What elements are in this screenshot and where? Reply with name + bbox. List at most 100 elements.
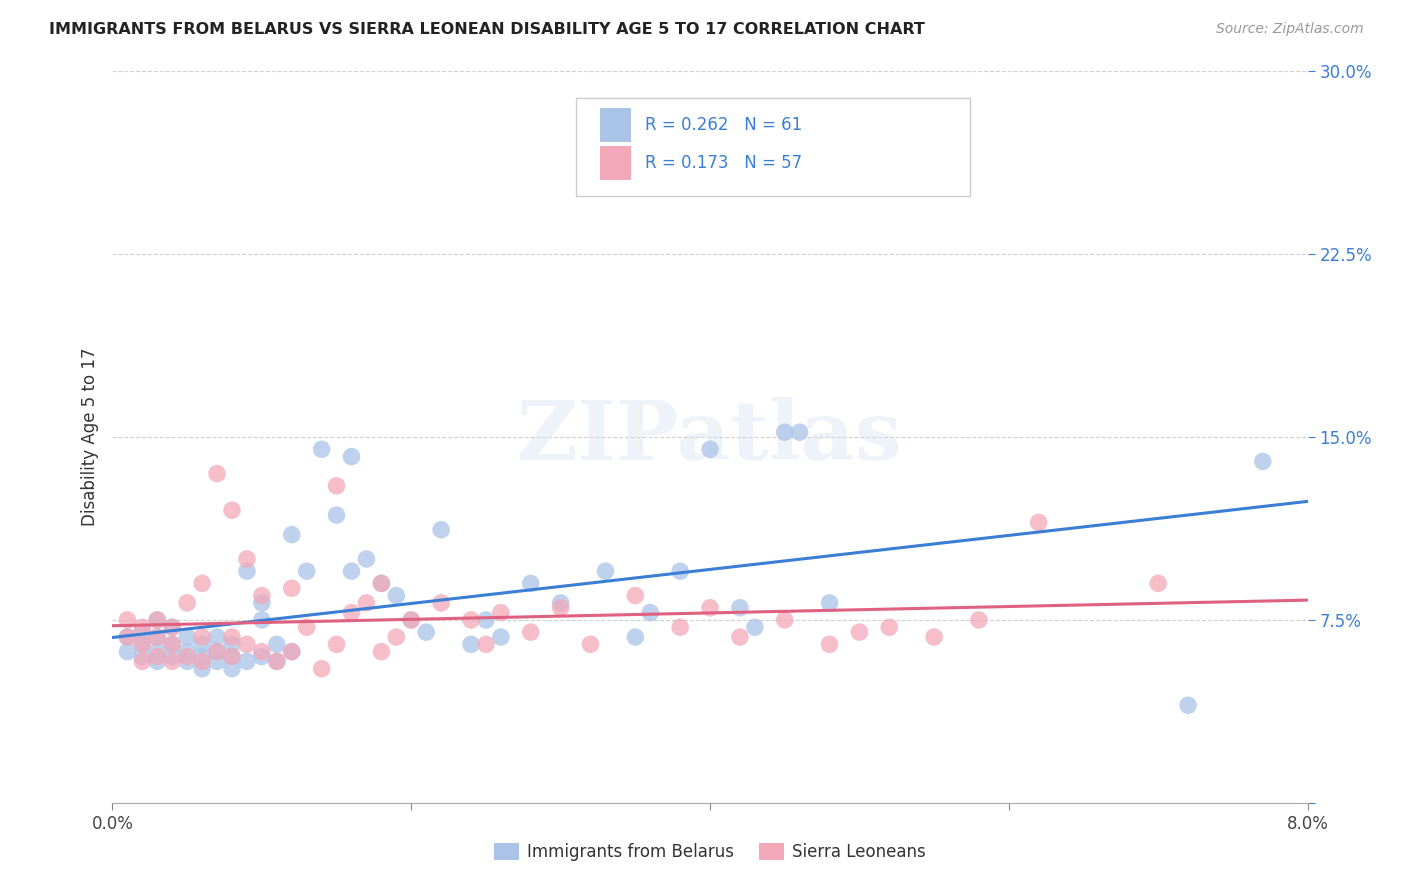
Point bbox=[236, 552, 259, 566]
Text: R = 0.173   N = 57: R = 0.173 N = 57 bbox=[645, 154, 803, 172]
Point bbox=[162, 620, 183, 634]
Point bbox=[131, 637, 153, 651]
Point bbox=[176, 654, 198, 668]
Point bbox=[176, 596, 198, 610]
Point bbox=[640, 606, 662, 620]
Point bbox=[356, 552, 378, 566]
Point bbox=[430, 596, 453, 610]
Point bbox=[489, 606, 512, 620]
Point bbox=[281, 645, 304, 659]
Point bbox=[370, 576, 392, 591]
Point bbox=[818, 596, 841, 610]
Point bbox=[162, 620, 183, 634]
Point bbox=[146, 649, 169, 664]
Point bbox=[728, 630, 751, 644]
Point bbox=[176, 649, 198, 664]
Point bbox=[728, 600, 751, 615]
Point bbox=[669, 620, 692, 634]
Text: IMMIGRANTS FROM BELARUS VS SIERRA LEONEAN DISABILITY AGE 5 TO 17 CORRELATION CHA: IMMIGRANTS FROM BELARUS VS SIERRA LEONEA… bbox=[49, 22, 925, 37]
Point bbox=[325, 637, 347, 651]
Point bbox=[295, 564, 318, 578]
Point bbox=[117, 613, 139, 627]
Point bbox=[205, 630, 228, 644]
Point bbox=[325, 508, 347, 522]
Point bbox=[967, 613, 990, 627]
Point bbox=[266, 654, 288, 668]
Point bbox=[340, 606, 363, 620]
Point bbox=[131, 625, 153, 640]
Point bbox=[266, 654, 288, 668]
Point bbox=[250, 649, 273, 664]
Point bbox=[205, 645, 228, 659]
Point bbox=[250, 645, 273, 659]
Point bbox=[221, 662, 243, 676]
Point bbox=[191, 662, 214, 676]
Point bbox=[281, 645, 304, 659]
Point bbox=[162, 637, 183, 651]
Y-axis label: Disability Age 5 to 17: Disability Age 5 to 17 bbox=[80, 348, 98, 526]
Point bbox=[1028, 516, 1050, 530]
Point bbox=[205, 645, 228, 659]
Point bbox=[131, 637, 153, 651]
Point bbox=[191, 654, 214, 668]
Point bbox=[281, 527, 304, 541]
Point bbox=[311, 662, 333, 676]
Point bbox=[146, 630, 169, 644]
Point bbox=[205, 467, 228, 481]
Point bbox=[340, 450, 363, 464]
Point bbox=[699, 600, 721, 615]
Point bbox=[131, 620, 153, 634]
Point bbox=[117, 630, 139, 644]
Point bbox=[191, 649, 214, 664]
Legend: Immigrants from Belarus, Sierra Leoneans: Immigrants from Belarus, Sierra Leoneans bbox=[486, 836, 934, 868]
Point bbox=[250, 613, 273, 627]
Point bbox=[356, 596, 378, 610]
Point bbox=[1177, 698, 1199, 713]
Point bbox=[370, 576, 392, 591]
Point bbox=[789, 425, 811, 440]
Point bbox=[131, 654, 153, 668]
Point bbox=[520, 625, 543, 640]
Point bbox=[191, 576, 214, 591]
Text: ZIPatlas: ZIPatlas bbox=[517, 397, 903, 477]
Point bbox=[295, 620, 318, 634]
Text: R = 0.262   N = 61: R = 0.262 N = 61 bbox=[645, 116, 803, 134]
Point bbox=[176, 630, 198, 644]
Point bbox=[624, 589, 647, 603]
Point bbox=[221, 637, 243, 651]
Point bbox=[415, 625, 437, 640]
Point bbox=[146, 630, 169, 644]
Point bbox=[669, 564, 692, 578]
Point bbox=[266, 637, 288, 651]
Point bbox=[162, 654, 183, 668]
Point bbox=[520, 576, 543, 591]
Point bbox=[475, 637, 498, 651]
Point bbox=[550, 596, 572, 610]
Point bbox=[250, 589, 273, 603]
Point bbox=[117, 630, 139, 644]
Point bbox=[460, 613, 482, 627]
Point bbox=[401, 613, 423, 627]
Point bbox=[430, 523, 453, 537]
Point bbox=[250, 596, 273, 610]
Point bbox=[699, 442, 721, 457]
Point bbox=[191, 637, 214, 651]
Point bbox=[236, 637, 259, 651]
Point bbox=[579, 637, 602, 651]
Point bbox=[595, 564, 617, 578]
Point bbox=[385, 630, 408, 644]
Point bbox=[922, 630, 945, 644]
Point bbox=[877, 620, 901, 634]
Point bbox=[146, 613, 169, 627]
Point bbox=[1251, 454, 1274, 468]
Point bbox=[205, 654, 228, 668]
Point bbox=[460, 637, 482, 651]
Point bbox=[773, 613, 796, 627]
Point bbox=[385, 589, 408, 603]
Point bbox=[191, 630, 214, 644]
Point bbox=[370, 645, 392, 659]
Point bbox=[744, 620, 766, 634]
Point bbox=[340, 564, 363, 578]
Point bbox=[221, 649, 243, 664]
Point bbox=[117, 645, 139, 659]
